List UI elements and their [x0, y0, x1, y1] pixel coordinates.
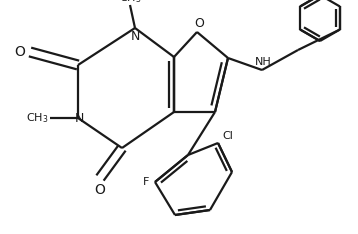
- Text: NH: NH: [255, 57, 271, 67]
- Text: O: O: [194, 17, 204, 30]
- Text: O: O: [95, 183, 106, 197]
- Text: CH$_3$: CH$_3$: [25, 111, 48, 125]
- Text: N: N: [74, 111, 84, 124]
- Text: O: O: [14, 45, 25, 59]
- Text: N: N: [130, 30, 140, 43]
- Text: Cl: Cl: [222, 131, 233, 141]
- Text: F: F: [142, 177, 149, 187]
- Text: CH$_3$: CH$_3$: [119, 0, 141, 5]
